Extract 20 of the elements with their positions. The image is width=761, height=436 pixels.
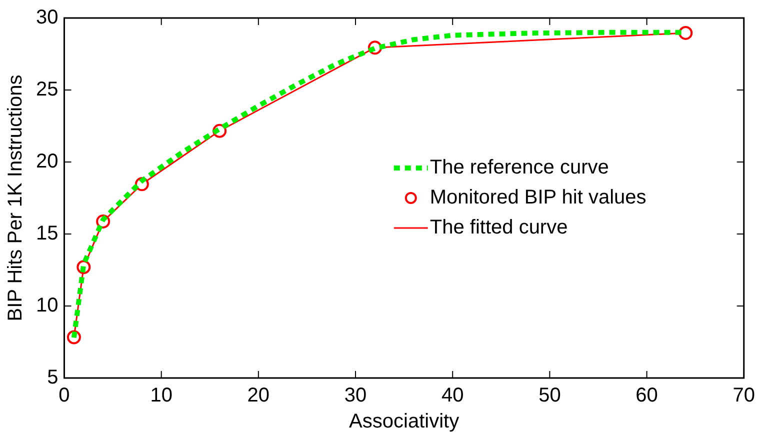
y-tick-label: 30 (36, 6, 58, 29)
y-tick-label: 25 (36, 78, 58, 101)
x-tick-label: 70 (732, 384, 755, 407)
x-tick-label: 20 (247, 384, 270, 407)
x-tick-label: 0 (58, 384, 70, 407)
x-tick-label: 10 (150, 384, 172, 407)
x-tick-label: 60 (636, 384, 658, 407)
y-axis-title: BIP Hits Per 1K Instructions (4, 74, 27, 322)
y-tick-label: 20 (36, 150, 58, 173)
y-tick-label: 5 (47, 366, 58, 389)
legend-label: The reference curve (430, 156, 609, 179)
x-tick-label: 40 (441, 384, 464, 407)
y-tick-label: 10 (36, 294, 58, 317)
x-tick-label: 50 (538, 384, 561, 407)
x-axis-title: Associativity (349, 410, 460, 433)
legend-label: The fitted curve (430, 216, 568, 239)
point (678, 26, 693, 40)
x-tick-label: 30 (344, 384, 367, 407)
y-tick-label: 15 (36, 222, 58, 245)
legend-label: Monitored BIP hit values (430, 186, 646, 209)
